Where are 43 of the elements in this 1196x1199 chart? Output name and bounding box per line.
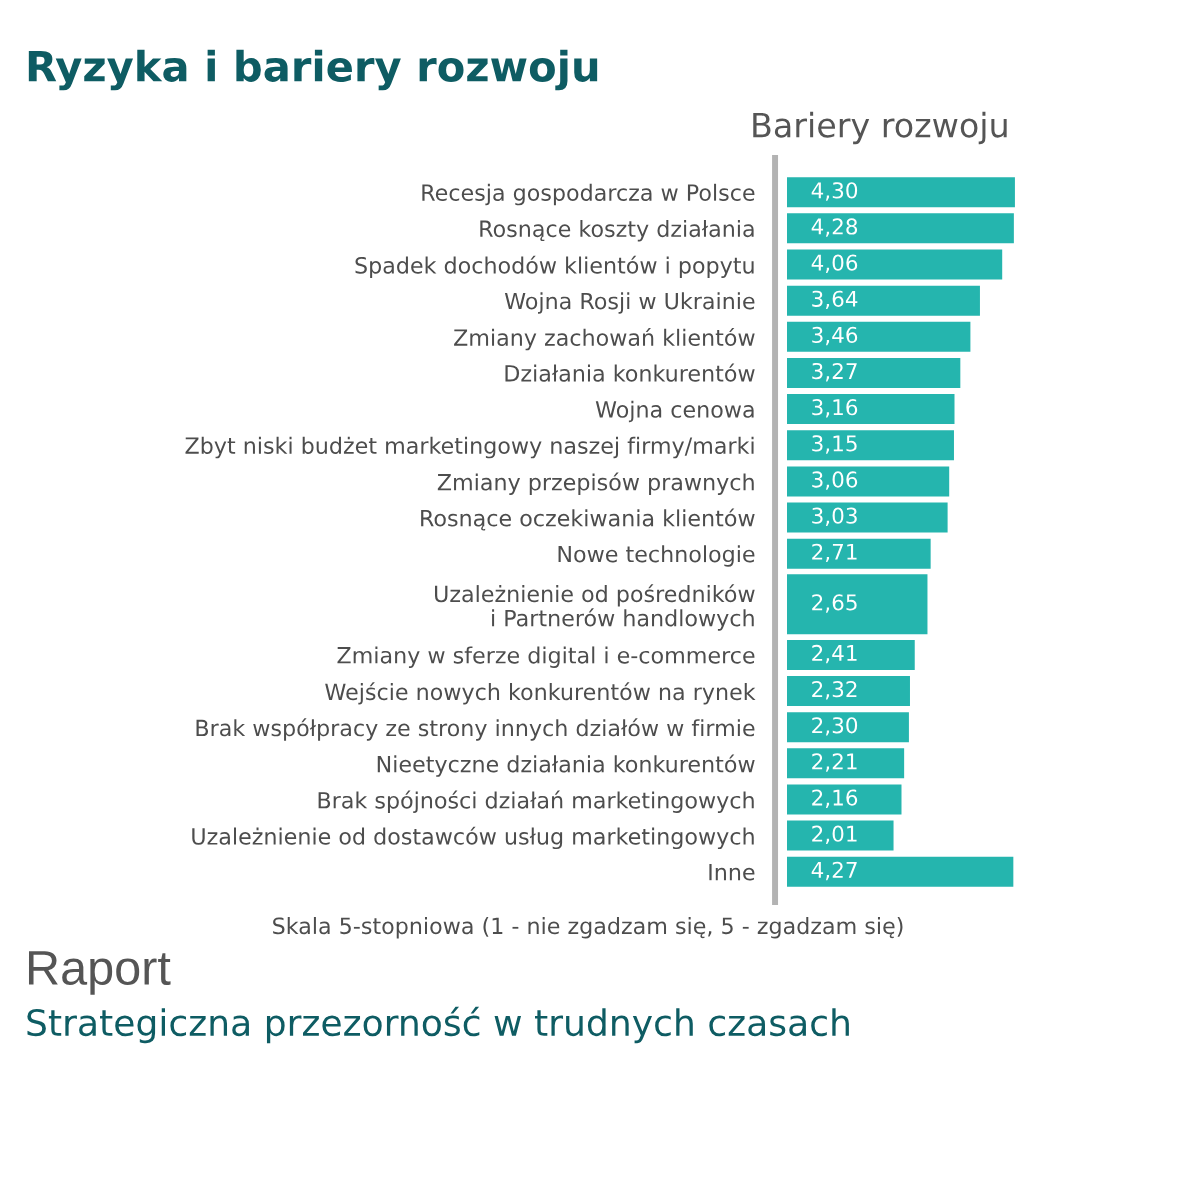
chart-subtitle: Bariery rozwoju xyxy=(753,111,1007,145)
y-tick-label: Wojna Rosji w Ukrainie xyxy=(504,292,755,314)
data-label: 3,06 xyxy=(812,471,858,490)
y-tick-label: Rosnące koszty działania xyxy=(480,219,754,242)
data-label: 2,21 xyxy=(812,753,857,772)
y-tick-label: Uzależnienie od dostawców usług marketingowych xyxy=(192,826,754,850)
text: Ryzyka i bariery rozwoju xyxy=(28,49,598,91)
data-label: 4,30 xyxy=(811,182,858,201)
data-label: 2,71 xyxy=(812,543,857,563)
data-label: 4,28 xyxy=(811,218,858,237)
data-label: 3,27 xyxy=(812,362,857,382)
y-tick-label: Wejście nowych konkurentów na rynek xyxy=(325,682,756,705)
data-label: 2,30 xyxy=(812,717,858,736)
data-label: 4,27 xyxy=(811,861,857,881)
data-label: 2,01 xyxy=(812,825,857,845)
text: Raport xyxy=(28,951,171,995)
data-label: 3,03 xyxy=(812,507,857,526)
x-axis-title: Skala 5-stopniowa (1 - nie zgadzam się, 5 - zgadzam się) xyxy=(273,917,903,939)
y-tick-label: Nieetyczne działania konkurentów xyxy=(377,754,755,777)
data-label: 3,16 xyxy=(812,399,858,418)
y-tick-label: Inne xyxy=(709,863,755,881)
y-tick-label: Zmiany przepisów prawnych xyxy=(437,472,754,495)
data-label: 3,46 xyxy=(812,326,858,346)
text: Strategiczna przezorność w trudnych czasach xyxy=(27,1006,849,1044)
data-label: 2,41 xyxy=(812,644,857,664)
y-tick-label: Brak spójności działań marketingowych xyxy=(318,790,754,813)
y-tick-label: Nowe technologie xyxy=(558,545,755,567)
data-label: 4,06 xyxy=(811,254,858,273)
y-tick-label: Działania konkurentów xyxy=(505,363,755,382)
y-tick-label: Brak współpracy ze strony innych działów w firmie xyxy=(196,718,755,741)
y-tick-label: Rosnące oczekiwania klientów xyxy=(421,508,755,531)
y-tick-label: Uzależnienie od pośredników i Partnerów handlowych xyxy=(435,584,755,631)
data-label: 3,64 xyxy=(812,290,858,310)
y-tick-label: Wojna cenowa xyxy=(595,400,754,423)
data-label: 2,65 xyxy=(812,594,857,613)
y-tick-label: Spadek dochodów klientów i popytu xyxy=(355,255,754,279)
y-tick-label: Zmiany w sferze digital i e-commerce xyxy=(337,646,755,668)
y-tick-label: Zmiany zachowań klientów xyxy=(454,327,755,351)
y-tick-label: Zbyt niski budżet marketingowy naszej firmy/marki xyxy=(185,436,754,459)
y-tick-label: Recesja gospodarcza w Polsce xyxy=(422,183,755,206)
data-label: 2,16 xyxy=(812,789,858,808)
data-label: 2,32 xyxy=(812,680,857,700)
data-label: 3,15 xyxy=(812,435,857,454)
